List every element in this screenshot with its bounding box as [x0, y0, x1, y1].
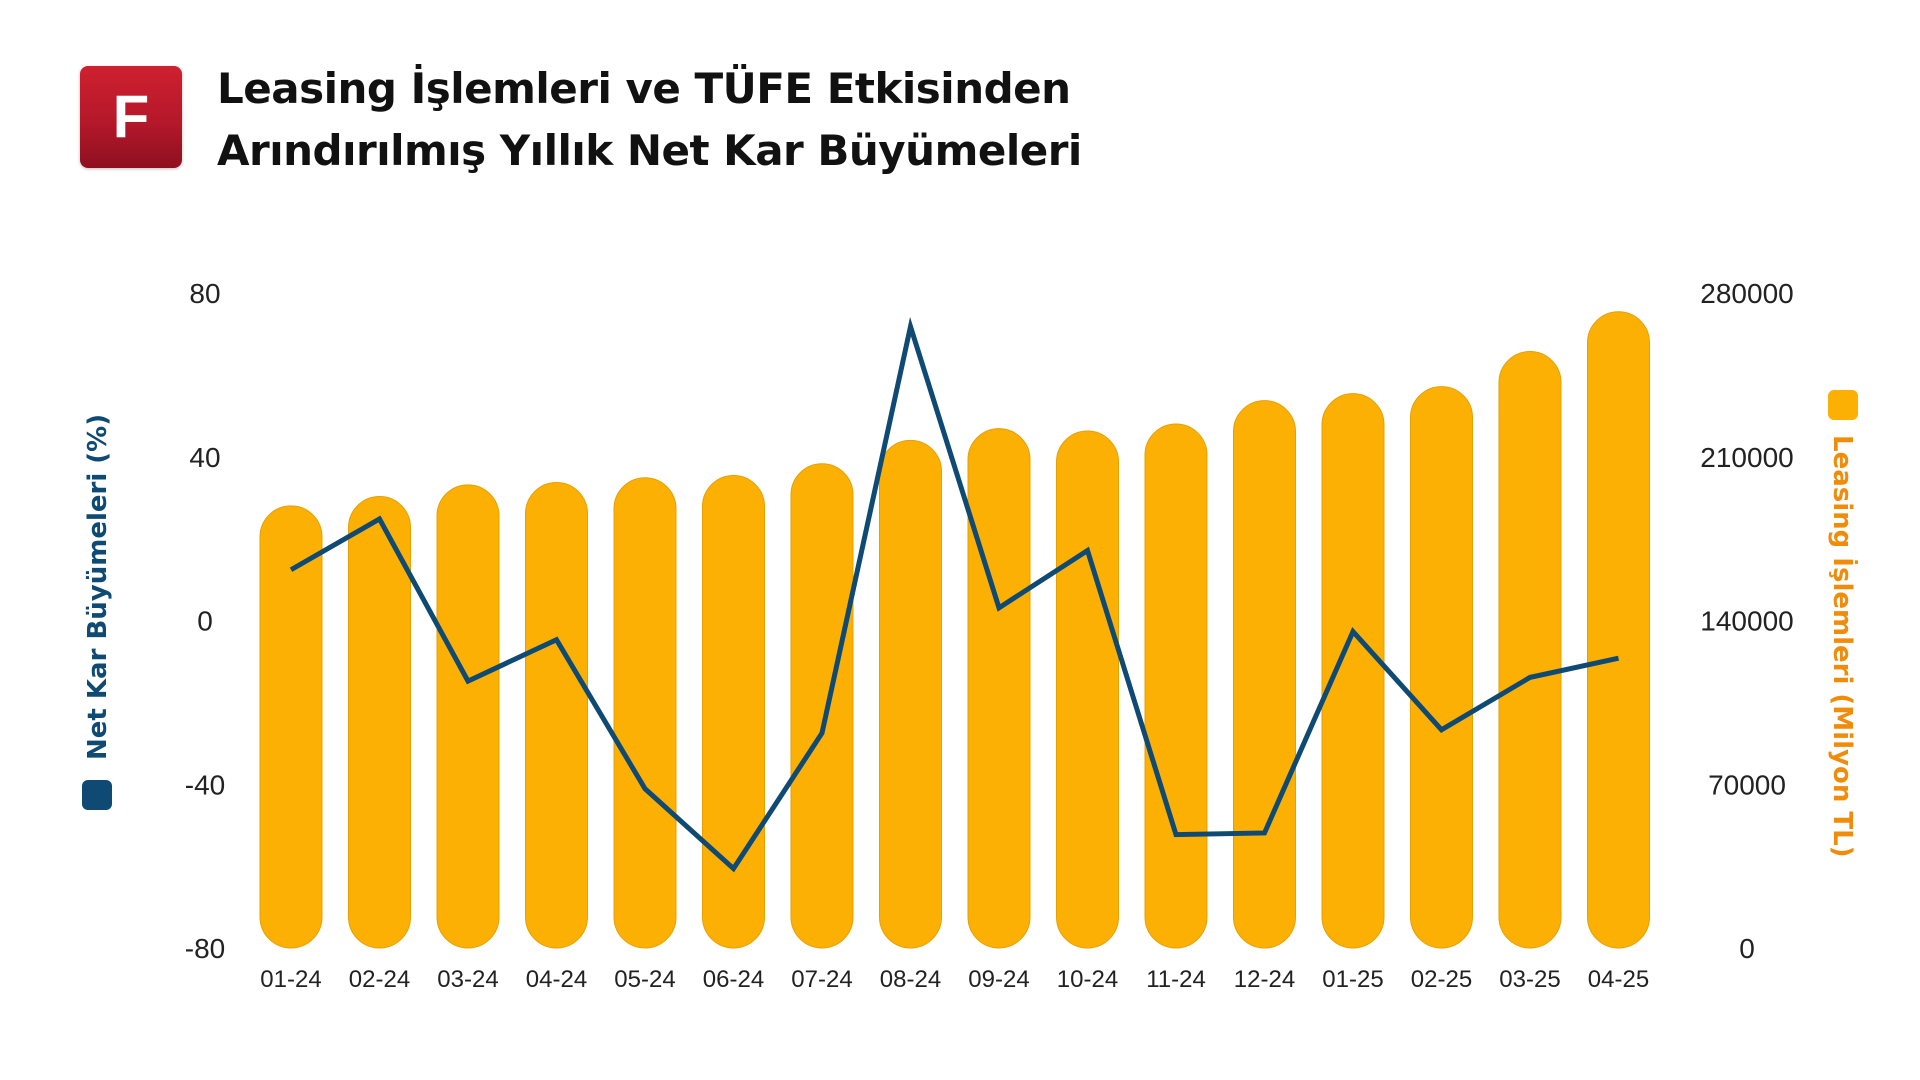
bar-01-24 — [259, 505, 323, 949]
x-tick-label: 07-24 — [791, 966, 852, 993]
left-axis-legend: Net Kar Büyümeleri (%) — [82, 414, 113, 810]
x-tick-label: 11-24 — [1146, 966, 1206, 993]
chart-title-line-2: Arındırılmış Yıllık Net Kar Büyümeleri — [217, 126, 1082, 175]
x-axis-ticks: 01-24 02-24 03-24 04-24 05-24 06-24 07-24 08-24… — [260, 966, 1649, 993]
right-axis-ticks: 280000 210000 140000 70000 0 — [1700, 278, 1793, 964]
x-tick-label: 12-24 — [1234, 966, 1295, 993]
left-tick-label: -40 — [185, 769, 225, 800]
bar-03-24 — [436, 484, 500, 949]
bar-06-24 — [702, 474, 765, 949]
right-tick-label: 0 — [1739, 933, 1755, 964]
bar-04-25 — [1587, 311, 1650, 949]
bar-12-24 — [1233, 400, 1296, 949]
bar-08-24 — [879, 439, 942, 949]
right-tick-label: 140000 — [1700, 606, 1793, 637]
brand-logo-letter: F — [112, 83, 150, 150]
x-tick-label: 08-24 — [880, 966, 941, 993]
right-axis-label: Leasing İşlemleri (Milyon TL) — [1827, 435, 1859, 858]
right-tick-label: 70000 — [1708, 769, 1786, 800]
bar-09-24 — [967, 428, 1031, 949]
chart-title-line-1: Leasing İşlemleri ve TÜFE Etkisinden — [217, 64, 1071, 113]
right-legend-marker — [1828, 390, 1858, 420]
line-layer — [289, 316, 1620, 873]
chart-title: Leasing İşlemleri ve TÜFE Etkisinden Arı… — [217, 58, 1417, 182]
left-axis-ticks: 80 40 0 -40 -80 — [185, 278, 225, 964]
right-axis-legend: Leasing İşlemleri (Milyon TL) — [1827, 390, 1859, 858]
net-kar-line — [289, 316, 1620, 873]
x-tick-label: 02-24 — [349, 966, 410, 993]
left-legend-marker — [82, 780, 112, 810]
right-tick-label: 210000 — [1700, 442, 1793, 473]
left-tick-label: 80 — [189, 278, 220, 309]
bar-04-24 — [525, 481, 588, 949]
bar-02-24 — [348, 496, 411, 949]
bar-03-25 — [1498, 350, 1562, 949]
bar-01-25 — [1321, 393, 1385, 949]
bar-07-24 — [790, 463, 854, 949]
x-tick-label: 04-25 — [1588, 966, 1649, 993]
x-tick-label: 06-24 — [703, 966, 764, 993]
x-tick-label: 09-24 — [968, 966, 1029, 993]
left-tick-label: 40 — [189, 442, 220, 473]
bar-05-24 — [613, 477, 677, 949]
bar-11-24 — [1144, 423, 1208, 949]
brand-logo: F — [80, 66, 182, 168]
left-axis-label: Net Kar Büyümeleri (%) — [83, 414, 113, 760]
x-tick-label: 01-25 — [1322, 966, 1383, 993]
x-tick-label: 02-25 — [1411, 966, 1472, 993]
x-tick-label: 03-25 — [1499, 966, 1560, 993]
x-tick-label: 03-24 — [437, 966, 498, 993]
left-tick-label: -80 — [185, 933, 225, 964]
right-tick-label: 280000 — [1700, 278, 1793, 309]
x-tick-label: 04-24 — [526, 966, 587, 993]
bar-10-24 — [1056, 430, 1119, 949]
x-tick-label: 01-24 — [260, 966, 321, 993]
x-tick-label: 05-24 — [614, 966, 675, 993]
bar-02-25 — [1410, 386, 1473, 949]
x-tick-label: 10-24 — [1057, 966, 1118, 993]
left-tick-label: 0 — [197, 606, 213, 637]
bars-layer — [259, 311, 1650, 949]
